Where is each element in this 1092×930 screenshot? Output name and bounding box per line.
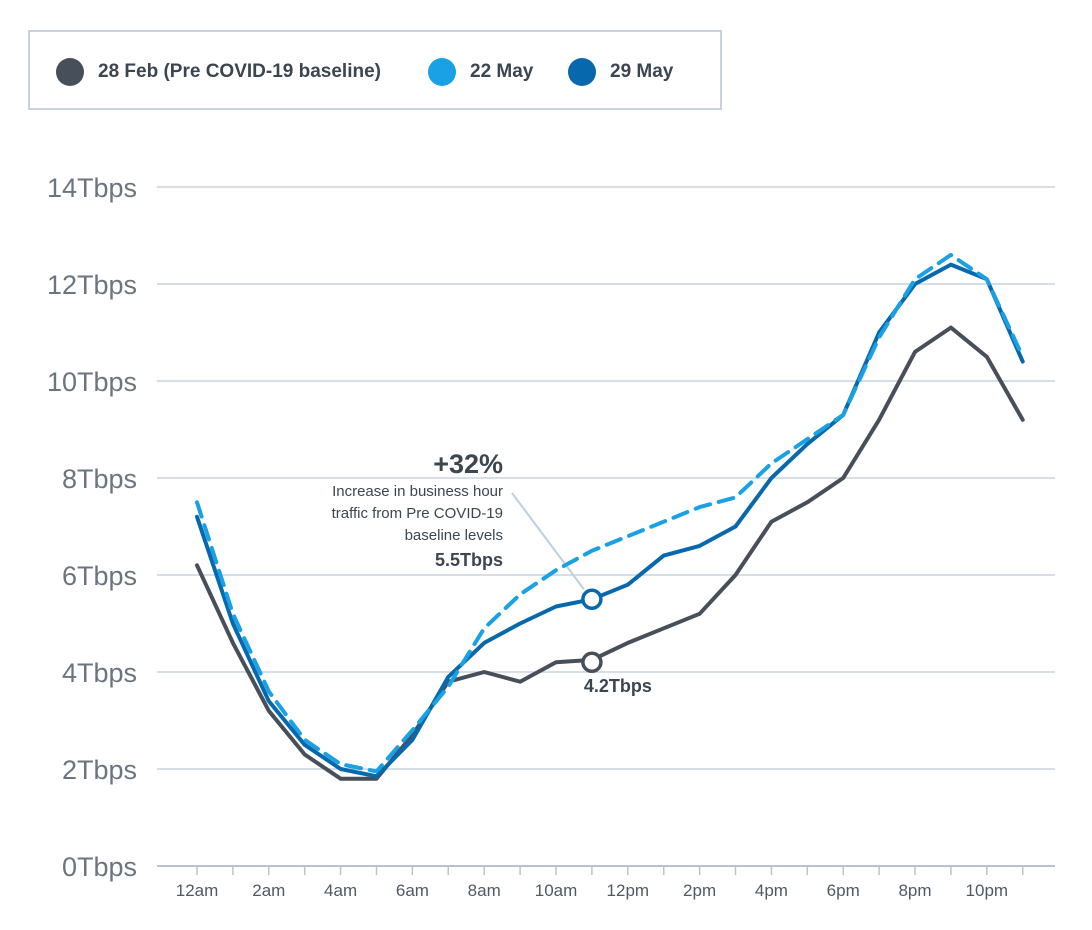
y-tick-label: 6Tbps (62, 561, 137, 591)
legend-item-22-may: 22 May (428, 32, 533, 112)
annotation-text-line: baseline levels (405, 527, 503, 544)
legend-item-29-may: 29 May (568, 32, 673, 112)
annotation-marker-baseline (581, 651, 603, 674)
series-line-2 (195, 262, 1025, 779)
y-tick-label: 4Tbps (62, 658, 137, 688)
legend-label-29-may: 29 May (610, 61, 674, 82)
legend-label-28-feb: 28 Feb (Pre COVID-19 baseline) (98, 61, 381, 82)
x-tick-label: 2pm (683, 881, 716, 900)
annotation-value-29-may: 5.5Tbps (435, 550, 503, 570)
x-tick-label: 2am (252, 881, 285, 900)
x-tick-label: 12am (176, 881, 219, 900)
x-tick-label: 10pm (966, 881, 1009, 900)
series-line-1 (195, 252, 1025, 774)
annotation-title: +32% (433, 449, 503, 479)
annotation-text-line: traffic from Pre COVID-19 (332, 505, 503, 522)
annotation-marker-29-may (581, 588, 603, 610)
legend-item-28-feb: 28 Feb (Pre COVID-19 baseline) (56, 32, 381, 112)
y-tick-label: 10Tbps (47, 367, 137, 397)
legend-swatch-22-may (428, 58, 456, 86)
y-tick-label: 0Tbps (62, 852, 137, 882)
y-tick-label: 8Tbps (62, 464, 137, 494)
annotation-text-line: Increase in business hour (332, 483, 503, 500)
x-tick-label: 4am (324, 881, 357, 900)
x-tick-label: 10am (535, 881, 578, 900)
legend-swatch-29-may (568, 58, 596, 86)
x-tick-label: 8am (468, 881, 501, 900)
x-tick-label: 8pm (898, 881, 931, 900)
legend-label-22-may: 22 May (470, 61, 534, 82)
y-tick-label: 12Tbps (47, 270, 137, 300)
x-tick-label: 6am (396, 881, 429, 900)
x-tick-label: 4pm (755, 881, 788, 900)
x-tick-label: 12pm (607, 881, 650, 900)
legend-swatch-28-feb (56, 58, 84, 86)
y-tick-label: 2Tbps (62, 755, 137, 785)
annotation-leader-line (511, 492, 585, 590)
y-tick-label: 14Tbps (47, 173, 137, 203)
legend: 28 Feb (Pre COVID-19 baseline) 22 May 29… (28, 30, 722, 110)
x-tick-label: 6pm (827, 881, 860, 900)
series-line-0 (195, 325, 1025, 781)
annotation-value-baseline: 4.2Tbps (584, 676, 652, 696)
